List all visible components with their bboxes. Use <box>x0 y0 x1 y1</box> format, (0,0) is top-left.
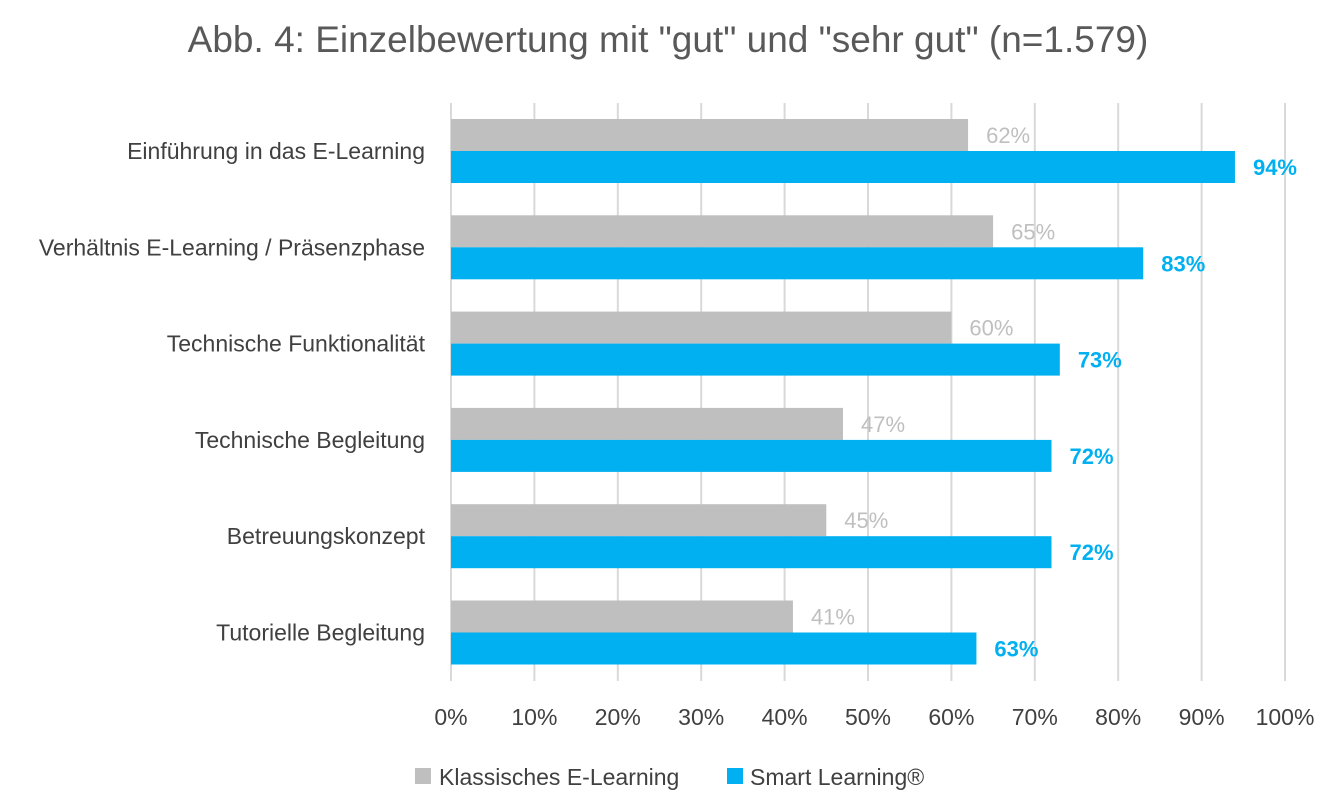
x-tick-label: 70% <box>1012 704 1058 730</box>
bars <box>451 119 1235 665</box>
data-label: 65% <box>1011 219 1055 244</box>
bar-smart <box>451 632 977 665</box>
x-tick-label: 50% <box>845 704 891 730</box>
category-label: Einführung in das E-Learning <box>127 138 425 164</box>
x-tick-label: 90% <box>1179 704 1225 730</box>
bar-klassisch <box>451 407 843 440</box>
data-labels: 62% 94% 65% 83% 60% 73% 47% 72% 45% 72% 41% 63% <box>811 123 1297 662</box>
category-label: Verhältnis E-Learning / Präsenzphase <box>39 234 425 260</box>
legend-swatch <box>727 768 743 784</box>
x-tick-label: 100% <box>1256 704 1315 730</box>
legend-swatch <box>415 768 431 784</box>
data-label: 41% <box>811 605 855 630</box>
bar-klassisch <box>451 600 793 633</box>
x-axis-ticks: 0% 10% 20% 30% 40% 50% 60% 70% 80% 90% 100% <box>434 704 1314 730</box>
data-label: 62% <box>986 123 1030 148</box>
x-tick-label: 40% <box>762 704 808 730</box>
x-tick-label: 60% <box>928 704 974 730</box>
data-label: 60% <box>969 316 1013 341</box>
bar-smart <box>451 343 1060 376</box>
category-label: Technische Funktionalität <box>167 331 426 357</box>
data-label: 47% <box>861 412 905 437</box>
legend-label: Smart Learning® <box>750 764 924 790</box>
legend: Klassisches E-Learning Smart Learning® <box>415 764 924 790</box>
data-label: 72% <box>1069 444 1113 469</box>
bar-klassisch <box>451 119 969 151</box>
chart-title: Abb. 4: Einzelbewertung mit "gut" und "s… <box>188 19 1149 60</box>
x-tick-label: 0% <box>434 704 467 730</box>
data-label: 72% <box>1069 540 1113 565</box>
x-tick-label: 10% <box>511 704 557 730</box>
bar-klassisch <box>451 215 994 248</box>
legend-label: Klassisches E-Learning <box>439 764 679 790</box>
category-label: Betreuungskonzept <box>227 523 426 549</box>
bar-klassisch <box>451 504 827 537</box>
bar-smart <box>451 247 1144 280</box>
data-label: 73% <box>1078 348 1122 373</box>
data-label: 45% <box>844 508 888 533</box>
x-tick-label: 20% <box>595 704 641 730</box>
bar-klassisch <box>451 311 952 344</box>
bar-smart <box>451 536 1052 569</box>
category-labels: Einführung in das E-Learning Verhältnis E… <box>39 138 426 646</box>
x-tick-label: 30% <box>678 704 724 730</box>
bar-smart <box>451 439 1052 472</box>
data-label: 63% <box>994 637 1038 662</box>
data-label: 94% <box>1253 155 1297 180</box>
x-tick-label: 80% <box>1095 704 1141 730</box>
category-label: Technische Begleitung <box>195 427 425 453</box>
bar-smart <box>451 151 1235 183</box>
gridlines <box>450 103 1286 681</box>
data-label: 83% <box>1161 251 1205 276</box>
category-label: Tutorielle Begleitung <box>216 620 425 646</box>
